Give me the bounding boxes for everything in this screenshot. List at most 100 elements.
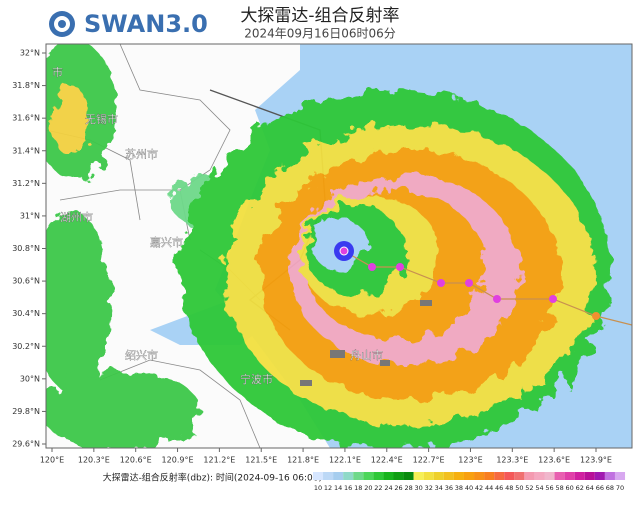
legend-swatch: [494, 472, 505, 480]
legend-level: 60: [566, 484, 574, 492]
map: [46, 44, 632, 448]
lat-label: 30.2°N: [12, 342, 40, 351]
map-frame: [45, 43, 633, 449]
legend-swatch: [353, 472, 364, 480]
legend-swatch: [323, 472, 334, 480]
place-label: 宁波市: [240, 372, 273, 386]
legend-swatch: [433, 472, 444, 480]
lon-label: 120.6°E: [120, 456, 152, 465]
lon-label: 120.9°E: [162, 456, 194, 465]
lat-label: 31°N: [20, 211, 40, 220]
legend-level: 36: [445, 484, 453, 492]
lon-label: 121.5°E: [245, 456, 277, 465]
legend-level: 46: [495, 484, 503, 492]
legend-swatch: [534, 472, 545, 480]
legend-level: 20: [364, 484, 372, 492]
legend-level: 50: [515, 484, 523, 492]
lon-label: 121.8°E: [287, 456, 319, 465]
lat-label: 31.2°N: [12, 179, 40, 188]
legend-level: 68: [606, 484, 614, 492]
islands: [300, 300, 432, 386]
legend-swatch: [504, 472, 515, 480]
legend-swatch: [524, 472, 535, 480]
legend-level: 42: [475, 484, 483, 492]
legend-swatch: [463, 472, 475, 480]
legend-swatch: [574, 472, 585, 480]
lon-label: 120.3°E: [78, 456, 110, 465]
legend-swatch: [564, 472, 575, 480]
lon-label: 123.6°E: [538, 456, 570, 465]
legend-level: 52: [525, 484, 533, 492]
lon-label: 120°E: [40, 456, 64, 465]
legend-swatch: [544, 472, 555, 480]
place-label: 舟山市: [350, 348, 383, 362]
place-label: 苏州市: [125, 147, 158, 161]
legend-swatch: [343, 472, 354, 480]
legend-level: 56: [545, 484, 553, 492]
radar-echo: [46, 44, 610, 448]
legend-level: 12: [324, 484, 332, 492]
lon-label: 122.7°E: [413, 456, 445, 465]
legend-caption: 大探雷达-组合反射率(dbz): 时间(2024-09-16 06:06): [103, 472, 322, 484]
legend-level: 14: [334, 484, 342, 492]
legend-level: 10: [314, 484, 322, 492]
lon-label: 123.3°E: [496, 456, 528, 465]
place-label: 绍兴市: [125, 348, 158, 362]
legend-swatch: [554, 472, 565, 480]
lon-label: 123.9°E: [580, 456, 612, 465]
lat-label: 31.4°N: [12, 146, 40, 155]
legend-level: 44: [485, 484, 493, 492]
lon-label: 122.4°E: [371, 456, 403, 465]
legend-level: 54: [535, 484, 543, 492]
legend-swatch: [514, 472, 525, 480]
lat-label: 30.8°N: [12, 244, 40, 253]
legend-swatch: [584, 472, 595, 480]
lat-label: 30.4°N: [12, 309, 40, 318]
place-label: 市: [52, 65, 63, 79]
place-label: 嘉兴市: [150, 235, 183, 249]
legend-level: 32: [425, 484, 433, 492]
legend-swatch: [423, 472, 434, 480]
legend-level: 48: [505, 484, 513, 492]
legend-level: 38: [455, 484, 463, 492]
lat-label: 31.6°N: [12, 114, 40, 123]
place-label: 湖州市: [60, 210, 93, 224]
legend-swatch: [333, 472, 344, 480]
lat-label: 29.8°N: [12, 407, 40, 416]
legend-level: 62: [576, 484, 584, 492]
lon-label: 121.2°E: [203, 456, 235, 465]
legend-swatch: [312, 472, 324, 480]
lat-label: 29.6°N: [12, 440, 40, 449]
legend-swatch: [594, 472, 605, 480]
typhoon-points: [334, 241, 600, 320]
legend-swatch: [443, 472, 454, 480]
lat-label: 30°N: [20, 374, 40, 383]
lat-label: 31.8°N: [12, 81, 40, 90]
lon-label: 123°E: [458, 456, 482, 465]
legend-swatch: [484, 472, 495, 480]
legend-level: 34: [435, 484, 443, 492]
legend-level: 66: [596, 484, 604, 492]
legend-swatch: [474, 472, 485, 480]
logo-icon: [49, 11, 75, 37]
legend-level: 58: [555, 484, 563, 492]
lon-label: 122.1°E: [329, 456, 361, 465]
lat-label: 32°N: [20, 49, 40, 58]
legend-level: 26: [394, 484, 402, 492]
legend-swatch: [413, 472, 424, 480]
legend-swatch: [383, 472, 394, 480]
legend-level: 16: [344, 484, 352, 492]
legend-swatch: [453, 472, 464, 480]
legend-level: 64: [586, 484, 594, 492]
place-label: 无锡市: [85, 112, 118, 126]
lat-label: 30.6°N: [12, 277, 40, 286]
legend-swatch: [393, 472, 404, 480]
time: 2024年09月16日06时06分: [244, 27, 396, 41]
legend-level: 30: [415, 484, 423, 492]
legend-swatch: [614, 472, 626, 480]
legend-swatch: [604, 472, 615, 480]
legend-level: 70: [616, 484, 624, 492]
title: 大探雷达-组合反射率: [240, 6, 399, 26]
logo: SWAN3.0: [84, 10, 208, 38]
